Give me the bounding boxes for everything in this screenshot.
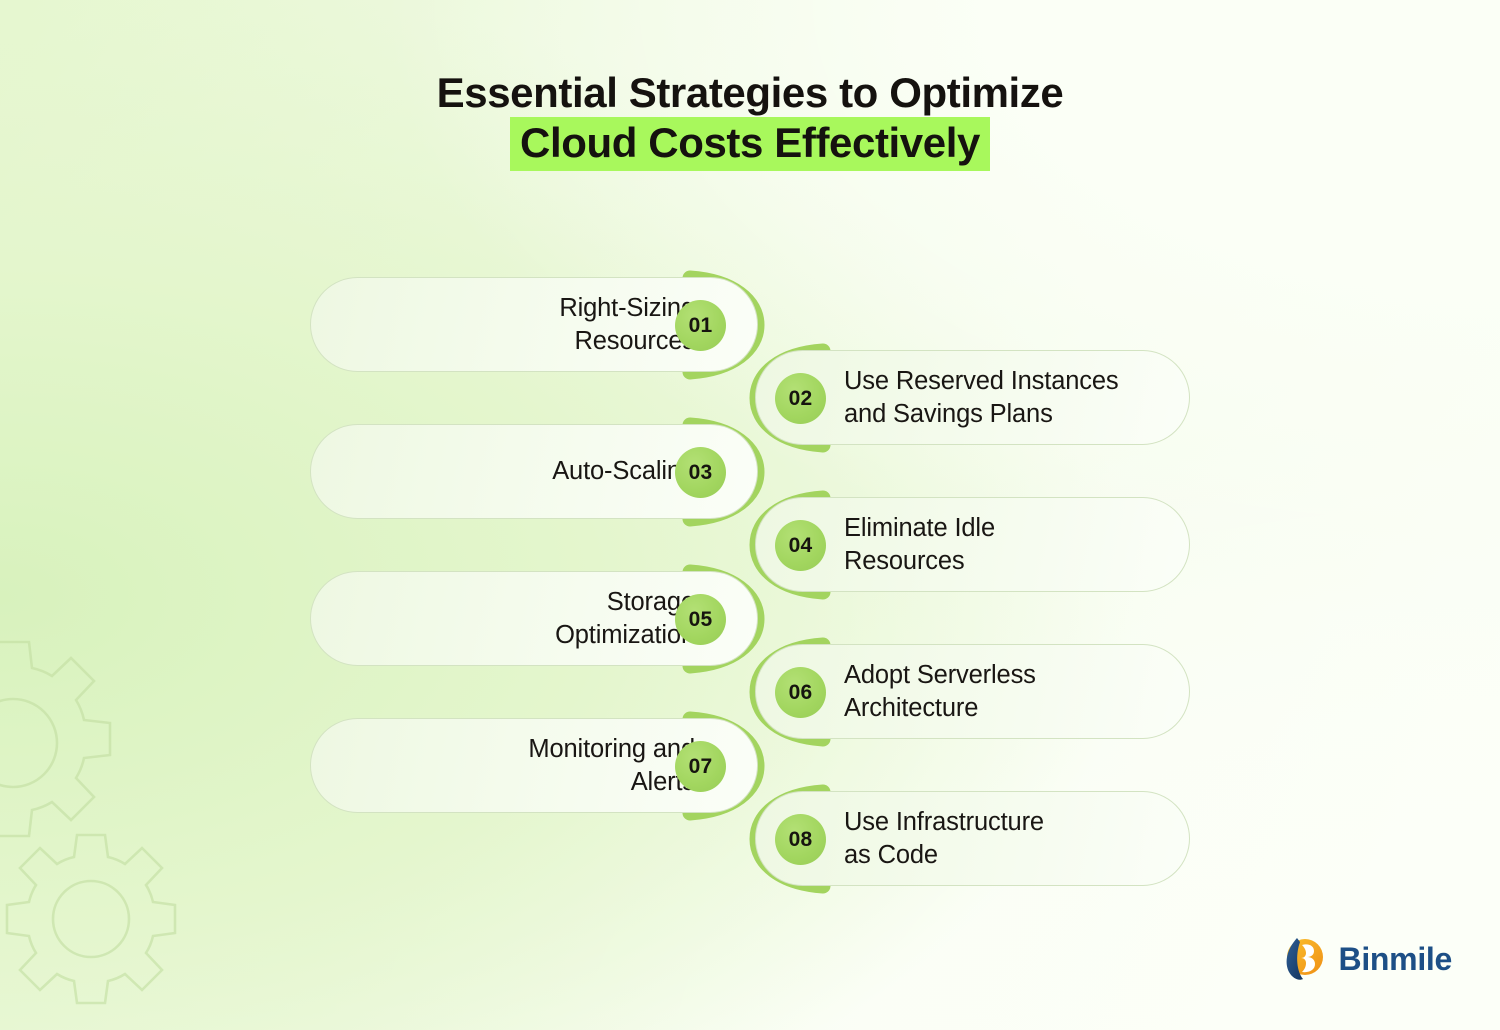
- title-line-1: Essential Strategies to Optimize: [436, 69, 1064, 116]
- step-badge-06[interactable]: 06: [775, 667, 826, 718]
- step-badge-07[interactable]: 07: [675, 741, 726, 792]
- step-badge-01[interactable]: 01: [675, 300, 726, 351]
- step-number: 02: [788, 386, 813, 410]
- list-item-label: Use Infrastructure as Code: [844, 808, 1044, 869]
- binmile-logo-mark: [1286, 938, 1323, 980]
- list-item-label: Adopt Serverless Architecture: [844, 661, 1036, 722]
- step-number: 03: [688, 460, 713, 484]
- list-item-label: Monitoring and Alerts: [528, 735, 695, 796]
- step-number: 05: [688, 607, 713, 631]
- list-item-02[interactable]: Use Reserved Instances and Savings Plans: [755, 350, 1190, 445]
- logo-text: Binmile: [1338, 940, 1453, 977]
- list-item-label: Use Reserved Instances and Savings Plans: [844, 367, 1119, 428]
- step-badge-04[interactable]: 04: [775, 520, 826, 571]
- step-number: 01: [688, 313, 713, 337]
- page-title: Essential Strategies to Optimize Cloud C…: [0, 68, 1500, 171]
- list-item-label: Eliminate Idle Resources: [844, 514, 995, 575]
- list-item-label: Auto-Scaling: [552, 457, 695, 486]
- step-badge-02[interactable]: 02: [775, 373, 826, 424]
- list-item-04[interactable]: Eliminate Idle Resources: [755, 497, 1190, 592]
- step-number: 07: [688, 754, 713, 778]
- step-badge-05[interactable]: 05: [675, 594, 726, 645]
- step-number: 06: [788, 680, 813, 704]
- step-number: 08: [788, 827, 813, 851]
- step-badge-03[interactable]: 03: [675, 447, 726, 498]
- list-item-08[interactable]: Use Infrastructure as Code: [755, 791, 1190, 886]
- gears-icon: [0, 640, 177, 1005]
- step-badge-08[interactable]: 08: [775, 814, 826, 865]
- step-number: 04: [788, 533, 813, 557]
- title-line-2-highlighted: Cloud Costs Effectively: [0, 116, 1500, 171]
- list-item-06[interactable]: Adopt Serverless Architecture: [755, 644, 1190, 739]
- title-line-2-text: Cloud Costs Effectively: [510, 116, 990, 171]
- list-item-label: Storage Optimization: [555, 588, 695, 649]
- logo[interactable]: Binmile: [1280, 936, 1452, 982]
